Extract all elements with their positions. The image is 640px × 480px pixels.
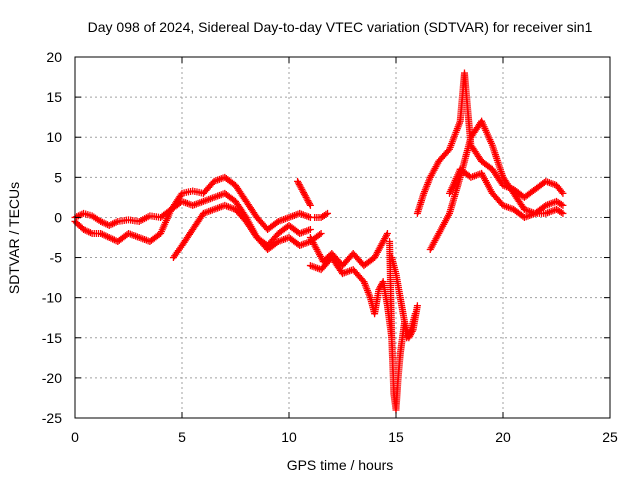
y-tick-label: -10 [42,290,62,306]
data-point [557,208,565,216]
series-track-i [388,254,419,342]
x-axis-label: GPS time / hours [287,457,394,473]
y-axis-label: SDTVAR / TECUs [6,182,22,294]
x-tick-label: 25 [602,429,618,445]
data-point [306,225,314,233]
data-point [413,302,421,310]
data-markers [71,69,567,414]
x-tick-label: 0 [71,429,79,445]
y-tick-label: 0 [54,209,62,225]
series-track-g [311,209,332,221]
data-point [557,200,565,208]
data-point [324,209,332,217]
data-point [559,209,567,217]
x-tick-label: 5 [178,429,186,445]
data-point [317,229,325,237]
x-tick-label: 15 [388,429,404,445]
data-point [411,310,419,318]
data-point [559,189,567,197]
y-tick-label: 20 [46,49,62,65]
axis-ticks: 0 5 10 15 20 25 20 15 10 5 0 -5 -10 -15 -20 -25 [42,49,618,445]
series-track-l [446,165,567,221]
y-tick-label: -5 [50,250,63,266]
y-tick-label: -25 [42,410,62,426]
y-tick-label: -15 [42,330,62,346]
y-tick-label: 10 [46,129,62,145]
data-point [559,201,567,209]
chart-title: Day 098 of 2024, Sidereal Day-to-day VTE… [88,19,593,35]
data-point [406,327,414,335]
x-tick-label: 10 [281,429,297,445]
y-tick-label: 15 [46,89,62,105]
data-point [383,229,391,237]
x-tick-label: 20 [495,429,511,445]
series-track-k [426,117,567,254]
data-point [558,188,566,196]
plot-frame [74,56,611,419]
data-point [306,200,314,208]
series-track-f [294,177,314,209]
y-tick-label: 5 [54,169,62,185]
data-point [322,210,330,218]
data-point [316,231,324,239]
series-track-c [169,201,314,262]
y-tick-label: -20 [42,370,62,386]
data-point [306,201,314,209]
